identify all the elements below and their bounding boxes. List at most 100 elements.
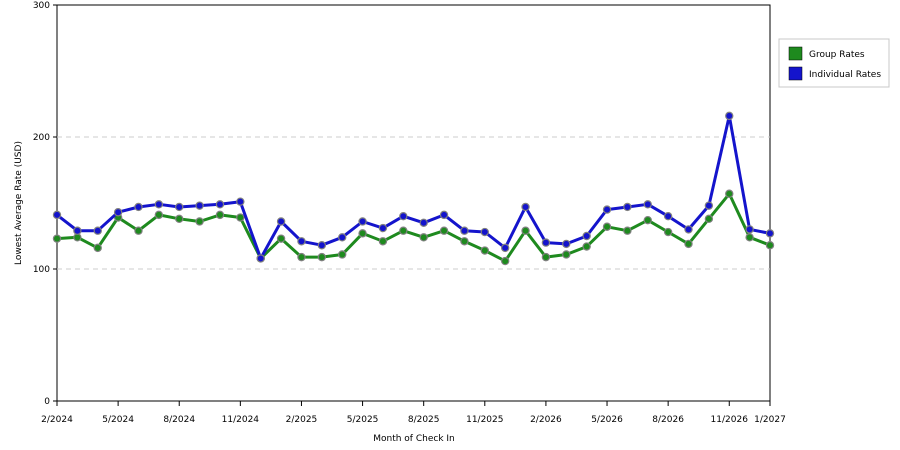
grid-lines	[57, 136, 770, 270]
data-point	[602, 205, 612, 214]
x-tick-label: 5/2024	[102, 415, 134, 425]
data-point	[276, 217, 286, 226]
data-point	[582, 231, 591, 241]
data-point	[378, 223, 388, 233]
data-point	[623, 226, 632, 235]
data-point	[358, 229, 367, 238]
data-point	[765, 229, 775, 238]
data-point	[582, 242, 591, 251]
data-point	[623, 202, 632, 212]
data-point	[175, 202, 184, 212]
data-point	[541, 238, 551, 247]
data-point	[73, 226, 82, 235]
data-point	[500, 256, 510, 266]
series-layer	[52, 111, 775, 266]
data-point	[378, 237, 388, 246]
data-point	[684, 225, 693, 234]
data-point	[52, 234, 62, 243]
y-axis: 0 100 200 300	[33, 1, 57, 407]
x-tick-label: 5/2025	[347, 415, 379, 425]
data-point	[236, 213, 245, 222]
data-point	[480, 227, 489, 237]
data-point	[215, 210, 225, 220]
data-point	[399, 226, 408, 235]
series-individual-rates	[52, 111, 775, 263]
data-point	[338, 233, 347, 242]
data-point	[134, 226, 143, 235]
legend-swatch-group-rates	[788, 46, 803, 61]
x-tick-label: 2/2025	[286, 415, 318, 425]
data-point	[399, 211, 408, 221]
data-point	[215, 200, 225, 209]
x-tick-label: 2/2024	[41, 415, 73, 425]
x-tick-label: 8/2026	[652, 415, 684, 425]
data-point	[643, 200, 652, 209]
y-tick-label: 300	[33, 1, 50, 11]
x-axis: 2/2024 5/2024 8/2024 11/2024 2/2025 5/2025 8/2…	[41, 401, 786, 425]
legend-swatch-individual-rates	[788, 66, 803, 81]
data-point	[643, 215, 652, 225]
data-point	[521, 202, 530, 212]
data-point	[663, 227, 673, 237]
data-point	[663, 211, 673, 221]
plot-frame	[56, 4, 771, 402]
data-point	[297, 252, 306, 262]
data-point	[704, 214, 714, 224]
legend-label-individual-rates: Individual Rates	[809, 70, 881, 80]
y-tick-label: 100	[33, 265, 50, 275]
x-tick-label: 11/2024	[222, 415, 260, 425]
x-tick-label: 2/2026	[530, 415, 562, 425]
data-point	[317, 252, 327, 262]
data-point	[93, 243, 102, 253]
data-point	[134, 202, 143, 212]
data-point	[256, 254, 265, 263]
data-point	[500, 243, 510, 253]
y-axis-title: Lowest Average Rate (USD)	[14, 141, 24, 265]
x-tick-label: 11/2026	[711, 415, 749, 425]
data-point	[154, 210, 164, 220]
data-point	[562, 239, 571, 249]
data-point	[765, 241, 775, 250]
data-point	[439, 226, 449, 235]
data-point	[704, 201, 714, 210]
data-point	[113, 208, 123, 217]
data-point	[725, 189, 734, 198]
data-point	[93, 226, 102, 235]
x-tick-label: 1/2027	[754, 415, 786, 425]
y-tick-label: 0	[44, 397, 50, 407]
data-point	[175, 214, 184, 224]
x-tick-label: 8/2025	[408, 415, 440, 425]
data-point	[480, 246, 489, 255]
data-point	[297, 237, 306, 246]
data-point	[460, 226, 469, 235]
x-tick-label: 11/2025	[466, 415, 503, 425]
legend-label-group-rates: Group Rates	[809, 50, 865, 60]
data-point	[195, 217, 204, 226]
legend: Group Rates Individual Rates	[778, 38, 890, 88]
data-point	[439, 210, 449, 220]
data-point	[419, 233, 428, 242]
data-point	[419, 218, 428, 227]
data-point	[195, 201, 204, 210]
data-point	[317, 241, 327, 250]
series-group-rates	[52, 189, 775, 266]
data-point	[338, 250, 347, 259]
x-tick-label: 8/2024	[163, 415, 195, 425]
data-point	[460, 237, 469, 246]
data-point	[602, 222, 612, 231]
y-tick-label: 200	[33, 133, 50, 143]
data-point	[521, 226, 530, 235]
data-point	[276, 234, 286, 243]
data-point	[358, 217, 367, 226]
data-point	[236, 197, 245, 206]
data-point	[745, 233, 754, 242]
data-point	[52, 210, 62, 220]
data-point	[562, 250, 571, 259]
data-point	[745, 225, 754, 234]
data-point	[541, 252, 551, 262]
data-point	[725, 111, 734, 121]
x-tick-label: 5/2026	[591, 415, 623, 425]
x-axis-title: Month of Check In	[373, 434, 455, 444]
